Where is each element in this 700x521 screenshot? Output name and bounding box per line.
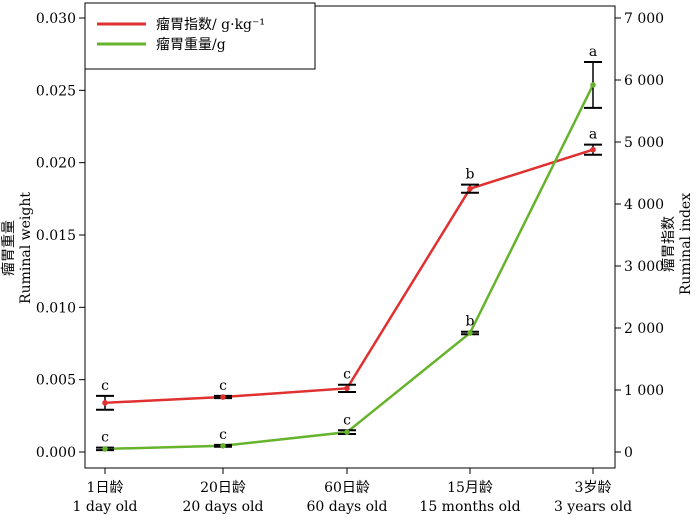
significance-label: c: [343, 412, 351, 428]
data-point: [590, 146, 596, 153]
data-point: [102, 446, 108, 452]
significance-label: c: [343, 367, 351, 383]
left-axis-title-en: Ruminal weight: [18, 192, 34, 304]
significance-label: c: [101, 430, 109, 446]
data-point: [344, 429, 350, 435]
right-tick-label: 2 000: [624, 321, 664, 337]
significance-label: b: [466, 167, 475, 183]
plot-frame: [84, 5, 616, 469]
data-point: [344, 385, 350, 392]
significance-label: a: [589, 44, 597, 60]
significance-label: c: [219, 427, 227, 443]
right-tick-label: 4 000: [624, 197, 664, 213]
right-tick-label: 5 000: [624, 135, 664, 151]
x-tick-label-zh: 1日龄: [87, 480, 124, 496]
legend: 瘤胃指数/ g·kg⁻¹ 瘤胃重量/g: [84, 2, 316, 70]
x-tick-label-zh: 15月龄: [447, 480, 493, 496]
plot-border: [84, 5, 616, 469]
series-index: c c c b a: [96, 127, 602, 411]
left-tick-label: 0.005: [36, 373, 76, 389]
legend-label-index: 瘤胃指数/ g·kg⁻¹: [156, 16, 265, 33]
data-point: [467, 185, 473, 192]
data-point: [590, 82, 596, 88]
data-point: [220, 443, 226, 449]
x-tick-label-en: 1 day old: [73, 499, 138, 515]
data-point: [102, 400, 108, 406]
series-layer: c c c b a c c c b a: [96, 44, 602, 452]
left-y-axis: 0.000 0.005 0.010 0.015 0.020 0.025 0.030: [36, 11, 85, 461]
x-tick-label-en: 3 years old: [554, 499, 632, 515]
left-tick-label: 0.020: [36, 156, 76, 172]
x-tick-label-en: 60 days old: [307, 499, 388, 515]
significance-label: b: [466, 314, 475, 330]
x-tick-label-en: 15 months old: [419, 499, 520, 515]
right-axis-title-en: Ruminal index: [678, 193, 694, 295]
right-tick-label: 0: [624, 445, 633, 461]
left-tick-label: 0.025: [36, 83, 76, 99]
right-tick-label: 3 000: [624, 259, 664, 275]
right-tick-label: 7 000: [624, 11, 664, 27]
x-tick-label-zh: 20日龄: [200, 480, 246, 496]
left-axis-title-zh: 瘤胃重量: [0, 220, 17, 276]
right-y-axis: 0 1 000 2 000 3 000 4 000 5 000 6 000 7 000: [615, 11, 664, 461]
legend-box: [84, 2, 316, 70]
legend-label-weight: 瘤胃重量/g: [156, 36, 226, 53]
x-tick-label-en: 20 days old: [183, 499, 264, 515]
data-point: [467, 330, 473, 336]
left-tick-label: 0.010: [36, 300, 76, 316]
left-tick-label: 0.030: [36, 11, 76, 27]
significance-label: a: [589, 127, 597, 143]
right-tick-label: 6 000: [624, 73, 664, 89]
left-tick-label: 0.015: [36, 228, 76, 244]
series-weight: c c c b a: [96, 44, 602, 452]
left-tick-label: 0.000: [36, 445, 76, 461]
significance-label: c: [101, 378, 109, 394]
right-tick-label: 1 000: [624, 383, 664, 399]
series-line: [104, 84, 595, 451]
series-line: [104, 148, 594, 405]
data-point: [220, 394, 226, 400]
x-tick-label-zh: 3岁龄: [575, 480, 612, 496]
x-tick-label-zh: 60日龄: [324, 480, 370, 496]
x-axis: 1日龄 1 day old 20日龄 20 days old 60日龄 60 days o…: [73, 468, 632, 515]
significance-label: c: [219, 378, 227, 394]
right-axis-title-zh: 瘤胃指数: [660, 216, 677, 272]
